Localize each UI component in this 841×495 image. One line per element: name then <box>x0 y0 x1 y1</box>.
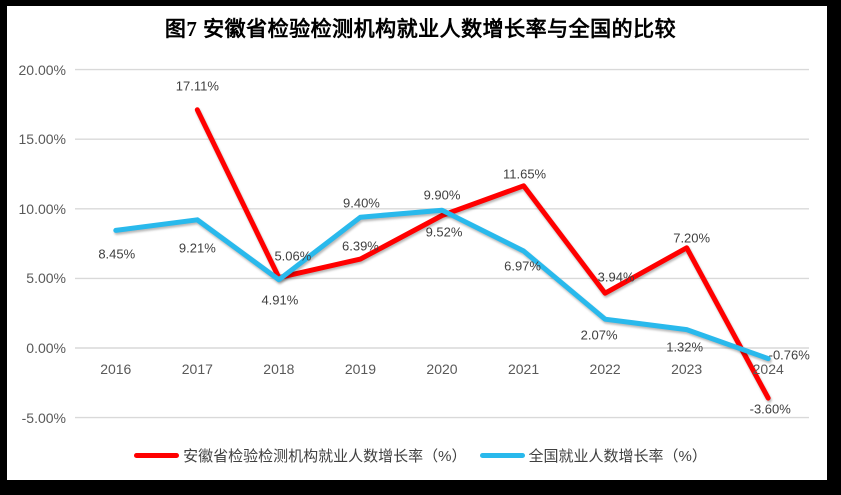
data-label: 9.21% <box>178 240 216 256</box>
y-axis-tick-label: 5.00% <box>26 270 66 287</box>
legend-swatch-national-line <box>479 453 525 458</box>
x-axis-tick-label: 2020 <box>426 361 458 377</box>
x-axis-tick-label: 2024 <box>752 361 784 377</box>
chart-title: 图7 安徽省检验检测机构就业人数增长率与全国的比较 <box>164 17 677 41</box>
data-label: 7.20% <box>673 230 711 246</box>
data-label: -0.76% <box>768 347 810 363</box>
data-label: 8.45% <box>98 246 136 262</box>
data-label: 11.65% <box>502 166 547 182</box>
y-axis-tick-label: 15.00% <box>18 131 66 148</box>
data-label: 1.32% <box>666 339 704 355</box>
data-label: 2.07% <box>580 327 618 343</box>
data-label: 5.06% <box>274 248 312 264</box>
data-label: 6.39% <box>342 238 379 254</box>
series-line-anhui <box>194 107 771 401</box>
x-axis-tick-label: 2016 <box>100 361 132 377</box>
y-axis-tick-label: 0.00% <box>26 340 66 356</box>
x-axis-tick-label: 2017 <box>181 361 213 377</box>
legend: 安徽省检验检测机构就业人数增长率（%） 全国就业人数增长率（%） <box>0 445 841 466</box>
data-label: 4.91% <box>261 292 299 308</box>
y-axis-tick-label: 20.00% <box>18 61 66 78</box>
y-axis-tick-label: 10.00% <box>18 200 66 217</box>
y-axis-tick-label: -5.00% <box>21 409 66 426</box>
data-label: -3.60% <box>749 401 791 417</box>
x-axis-tick-label: 2019 <box>344 361 377 377</box>
data-label: 9.52% <box>425 224 463 240</box>
x-axis-tick-label: 2021 <box>507 361 540 377</box>
data-label: 6.97% <box>504 258 541 274</box>
legend-label-anhui: 安徽省检验检测机构就业人数增长率（%） <box>183 448 467 465</box>
chart-background <box>7 6 827 480</box>
legend-item-anhui: 安徽省检验检测机构就业人数增长率（%） <box>134 445 467 466</box>
data-label: 9.40% <box>343 195 380 211</box>
legend-item-national: 全国就业人数增长率（%） <box>479 445 707 466</box>
series-line-national <box>113 207 771 362</box>
x-axis-tick-label: 2018 <box>263 361 295 377</box>
x-axis-tick-label: 2022 <box>589 361 621 377</box>
x-axis-tick-label: 2023 <box>671 361 703 377</box>
legend-label-national: 全国就业人数增长率（%） <box>528 448 707 465</box>
legend-swatch-anhui-line <box>134 453 180 458</box>
data-label: 9.90% <box>423 187 461 203</box>
data-label: 17.11% <box>175 78 219 94</box>
data-label: 3.94% <box>597 269 635 285</box>
